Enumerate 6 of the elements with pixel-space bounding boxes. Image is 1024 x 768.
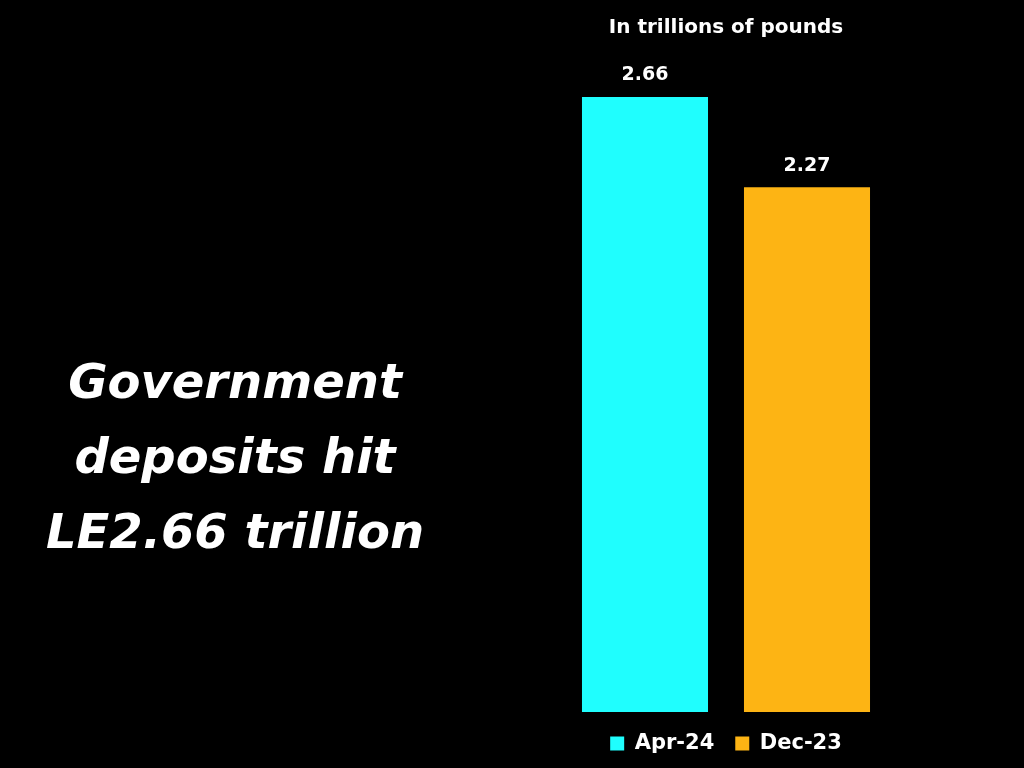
data-label: 2.66 — [621, 62, 669, 85]
text: Government deposits hit LE2.66 trillion — [44, 352, 426, 561]
legend-label: Dec-23 — [759, 729, 842, 754]
data-label: 2.27 — [783, 152, 831, 175]
chart-subtitle: In trillions of pounds — [608, 14, 844, 39]
legend-label: Apr-24 — [634, 729, 715, 754]
